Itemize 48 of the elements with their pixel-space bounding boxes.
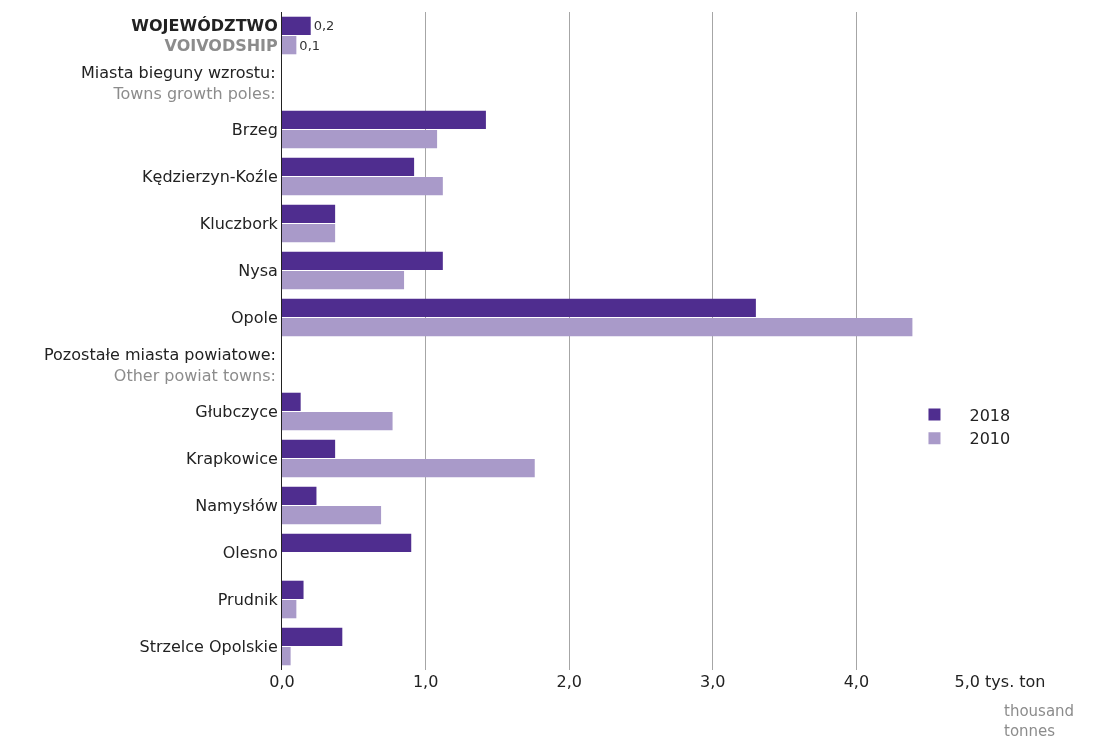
bar: [282, 270, 405, 290]
bar: [282, 580, 304, 600]
bar: [282, 16, 311, 36]
y-tick-label: Opole: [230, 308, 278, 328]
y-tick-label: Kluczbork: [199, 214, 279, 234]
legend-label: 2018: [969, 405, 1011, 425]
bar: [282, 392, 301, 412]
bar: [282, 411, 393, 431]
bar: [282, 223, 336, 243]
bar: [282, 646, 291, 666]
y-tick-label: WOJEWÓDZTWO VOIVODSHIP: [131, 15, 279, 56]
x-tick-label: 3,0: [700, 672, 726, 691]
data-label: 0,2: [313, 18, 335, 34]
bar: [282, 505, 382, 525]
y-tick-label: Krapkowice: [186, 449, 278, 469]
text: Pozostałe miasta powiatowe: Other powiat towns:: [44, 345, 276, 385]
y-tick-label: Strzelce Opolskie: [139, 637, 278, 657]
bar: [282, 129, 438, 149]
bar: [282, 204, 336, 224]
bar: [282, 317, 913, 337]
bar: [282, 110, 486, 130]
x-tick-label: 5,0 tys. ton: [954, 672, 1046, 691]
y-tick-label: Kędzierzyn-Koźle: [142, 167, 278, 187]
bar: [282, 157, 415, 177]
y-tick-label: Nysa: [238, 261, 278, 281]
x-axis-title: thousand tonnes: [1004, 702, 1075, 740]
bar: [282, 35, 297, 55]
y-tick-label: Brzeg: [231, 120, 278, 140]
y-tick-label: Prudnik: [217, 590, 279, 610]
bar: [282, 599, 297, 619]
x-tick-label: 0,0: [269, 672, 295, 691]
bar: [282, 627, 343, 647]
bar: [282, 251, 443, 271]
bar: [282, 533, 412, 553]
legend-label: 2010: [969, 429, 1011, 449]
bar: [282, 298, 756, 318]
bar: [282, 439, 336, 459]
x-tick-label: 1,0: [412, 672, 439, 691]
bar: [282, 486, 317, 506]
y-tick-label: Olesno: [222, 543, 278, 563]
data-label: 0,1: [299, 37, 321, 53]
bar: [282, 176, 443, 196]
x-tick-label: 2,0: [556, 672, 582, 691]
y-tick-label: Namysłów: [195, 496, 278, 516]
bar: [282, 458, 535, 478]
text: Miasta bieguny wzrostu: Towns growth poles:: [81, 63, 276, 103]
x-tick-label: 4,0: [843, 672, 870, 691]
y-tick-label: Głubczyce: [195, 402, 278, 422]
